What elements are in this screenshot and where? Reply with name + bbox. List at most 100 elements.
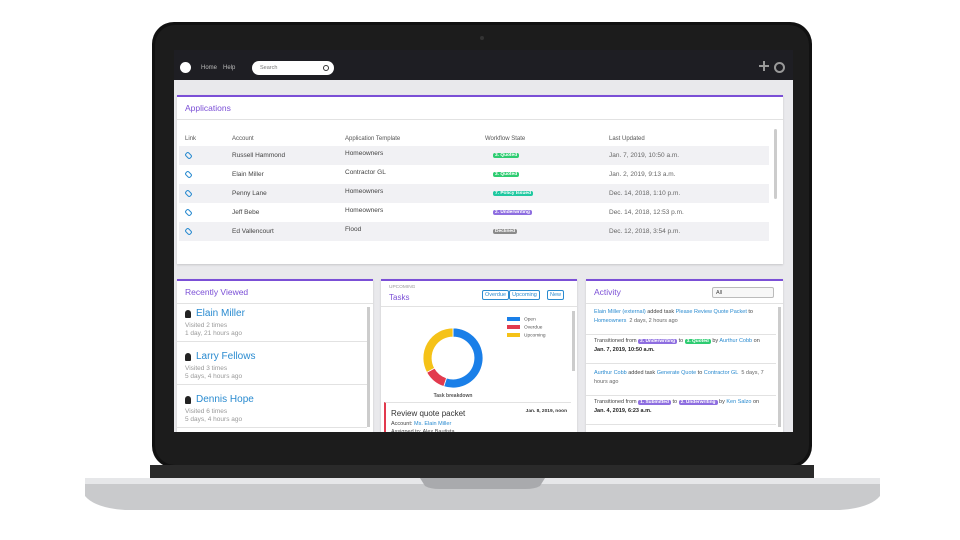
task-card[interactable]: Review quote packet Jan. 8, 2019, noon Acc… [384,402,571,432]
account: Ed Vallencourt [232,228,274,235]
divider [586,424,776,425]
divider [586,395,776,396]
filter-value: All [716,290,723,296]
activity-plain: added task [645,309,676,315]
activity-link[interactable]: Ken Salzo [726,399,752,405]
account: Russell Hammond [232,152,286,159]
activity-link[interactable]: Contractor GL [703,370,739,376]
activity-link[interactable]: (external) [620,309,646,315]
column-header: Link [185,136,197,142]
task-account-label: Account: [391,421,413,427]
search-box[interactable]: Search [252,61,334,75]
scrollbar [778,307,781,427]
template: Contractor GL [345,169,386,176]
activity-item: Transitioned from 1. Submitted to 2. Und… [594,398,770,416]
activity-badge: 2. Underwriting [678,400,718,405]
activity-plain: to [696,370,704,376]
scrollbar [367,307,370,427]
template: Homeowners [345,207,384,214]
new-button[interactable]: New [547,290,565,300]
activity-plain: Transitioned from [594,338,639,344]
panel-title: Applications [185,103,231,113]
hinge [150,465,814,478]
activity-link[interactable]: Elain Miller [594,309,621,315]
person-name[interactable]: Elain Miller [196,308,245,319]
search-icon [323,65,329,71]
link-icon[interactable] [184,151,193,160]
table-row[interactable]: Russell Hammond Homeowners 3. Quoted Jan. 7… [179,146,769,165]
link-icon[interactable] [184,189,193,198]
panel-title: Activity [594,287,621,297]
activity-when: 2 days, 2 hours ago [629,318,678,324]
column-header: Workflow State [485,136,526,142]
divider [177,303,373,304]
camera [480,36,484,40]
table-row[interactable]: Penny Lane Homeowners 7. Policy Issued Dec.… [179,184,769,203]
table-row[interactable]: Elain Miller Contractor GL 3. Quoted Jan. 2… [179,165,769,184]
legend-label: Upcoming [524,333,546,339]
activity-link[interactable]: Aurthur Cobb [594,370,627,376]
activity-badge: 2. Underwriting [638,339,678,344]
person-icon [185,310,191,318]
activity-plain: to [746,309,753,315]
account: Elain Miller [232,171,264,178]
settings-icon[interactable] [774,62,785,73]
template: Homeowners [345,150,384,157]
legend-label: Open [524,317,536,323]
person-name[interactable]: Dennis Hope [196,394,254,405]
scrollbar [572,311,575,371]
state-badge: Declined [493,229,517,234]
visits: Visited 2 times [185,322,228,329]
divider [177,119,783,120]
divider [177,384,367,385]
add-icon[interactable] [759,61,769,71]
panel-title: Tasks [389,293,410,302]
activity-link[interactable]: Generate Quote [656,370,697,376]
template: Homeowners [345,188,384,195]
last-updated: Dec. 14, 2018, 12:53 p.m. [609,209,684,216]
link-icon[interactable] [184,227,193,236]
activity-panel: Activity All Elain Miller (external) added… [586,279,783,432]
scrollbar [774,129,777,199]
notch [420,478,545,489]
activity-item: Transitioned from 2. Underwriting to 3. … [594,337,770,355]
state-badge: 3. Quoted [493,172,520,177]
link-icon[interactable] [184,170,193,179]
activity-plain: on [752,338,760,344]
filter-button[interactable]: Overdue [482,290,510,300]
activity-plain: to [670,399,679,405]
screen: Home Help Search Applications Link Account App… [174,50,793,432]
filter-button[interactable]: Upcoming [509,290,540,300]
panel-title: Recently Viewed [185,287,249,297]
nav-link[interactable]: Home [201,65,218,71]
activity-plain: by [717,399,727,405]
visits: Visited 3 times [185,365,228,372]
person-name[interactable]: Larry Fellows [196,351,256,362]
column-header: Last Updated [609,136,645,142]
search-placeholder: Search [260,65,278,71]
table-row[interactable]: Jeff Bebe Homeowners 2. Underwriting Dec. 1… [179,203,769,222]
task-assigned: Assigned to: Alex Bautista [391,429,455,432]
last-updated: Dec. 12, 2018, 3:54 p.m. [609,228,681,235]
link-icon[interactable] [184,208,193,217]
activity-link[interactable]: Please Review Quote Packet [675,309,747,315]
state-badge: 2. Underwriting [493,210,532,215]
table-row[interactable]: Ed Vallencourt Flood Declined Dec. 12, 2018… [179,222,769,241]
column-header: Account [232,136,254,142]
activity-link[interactable]: Homeowners [594,318,627,324]
tasks-panel: Upcoming Tasks Overdue Upcoming New Open Overd… [381,279,577,432]
divider [177,427,367,428]
activity-plain: added task [626,370,657,376]
activity-badge: 1. Submitted [638,400,671,405]
task-account[interactable]: Ms. Elain Miller [414,421,452,427]
divider [586,303,783,304]
filter-select[interactable]: All [712,287,774,298]
nav-link[interactable]: Help [223,65,236,71]
account: Jeff Bebe [232,209,260,216]
legend-swatch [507,333,520,337]
activity-link[interactable]: Aurthur Cobb [719,338,753,344]
divider [177,341,367,342]
last-updated: Jan. 2, 2019, 9:13 a.m. [609,171,676,178]
task-date: Jan. 8, 2019, noon [525,409,567,414]
legend-swatch [507,317,520,321]
